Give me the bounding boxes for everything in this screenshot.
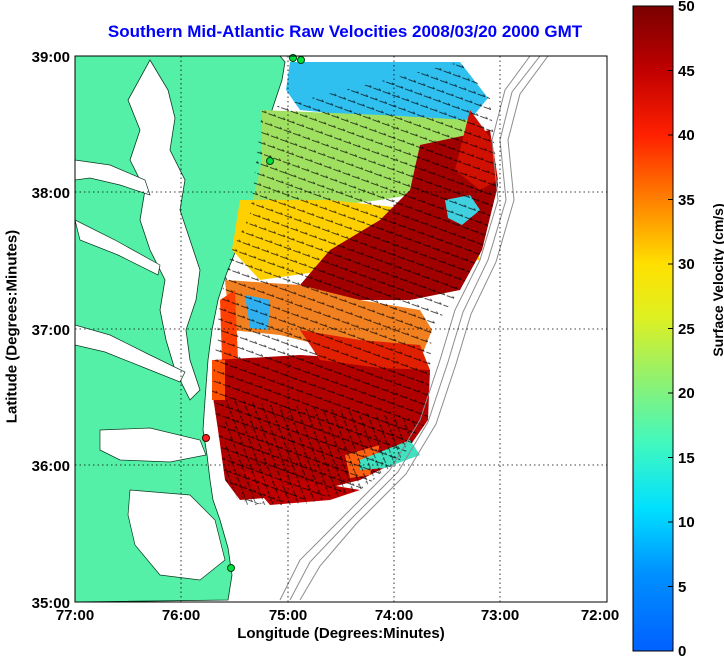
colorbar-tick: 25 [678, 321, 695, 338]
colorbar-ticks: 50 45 40 35 30 25 20 15 10 5 0 [678, 0, 695, 659]
colorbar-tick: 35 [678, 192, 695, 209]
colorbar-tick: 50 [678, 0, 695, 15]
map-title: Southern Mid-Atlantic Raw Velocities 200… [107, 22, 583, 41]
lat-ticks: 39:00 38:00 37:00 36:00 35:00 [32, 49, 70, 612]
lat-tick: 36:00 [32, 458, 70, 475]
colorbar-tick: 20 [678, 385, 695, 402]
lat-tick: 35:00 [32, 595, 70, 612]
lon-tick: 77:00 [56, 607, 94, 624]
lon-tick: 74:00 [375, 607, 413, 624]
colorbar-tick: 15 [678, 450, 695, 467]
james-river [75, 324, 186, 383]
graticule [75, 56, 607, 602]
lat-tick: 38:00 [32, 185, 70, 202]
colorbar [632, 5, 674, 652]
colorbar-tick: 5 [678, 579, 686, 596]
colorbar-tickmarks [668, 5, 673, 652]
colorbar-tick: 0 [678, 643, 686, 659]
rappahannock-river [75, 219, 161, 276]
x-axis-label: Longitude (Degrees:Minutes) [237, 625, 445, 642]
lat-tick: 37:00 [32, 322, 70, 339]
colorbar-tick: 10 [678, 514, 695, 531]
colorbar-label: Surface Velocity (cm/s) [710, 203, 724, 357]
colorbar-tick: 30 [678, 256, 695, 273]
station-marker [297, 56, 305, 64]
plot-frame [74, 55, 608, 603]
colorbar-tick: 45 [678, 63, 695, 80]
velocity-vectors [212, 62, 498, 505]
pamlico-sound [127, 489, 226, 581]
y-axis-label: Latitude (Degrees:Minutes) [3, 229, 21, 424]
station-marker-red [202, 434, 210, 442]
lon-tick: 72:00 [581, 607, 619, 624]
albemarle-sound [99, 427, 207, 463]
station-marker [266, 157, 274, 165]
colorbar-tick: 40 [678, 127, 695, 144]
bathymetry-contours [279, 56, 549, 601]
lon-tick: 73:00 [481, 607, 519, 624]
lat-tick: 39:00 [32, 49, 70, 66]
station-marker [227, 564, 235, 572]
lon-tick: 76:00 [162, 607, 200, 624]
lon-ticks: 77:00 76:00 75:00 74:00 73:00 72:00 [56, 607, 619, 624]
velocity-vectors-south [225, 400, 420, 505]
lon-tick: 75:00 [269, 607, 307, 624]
potomac-river [75, 159, 151, 196]
